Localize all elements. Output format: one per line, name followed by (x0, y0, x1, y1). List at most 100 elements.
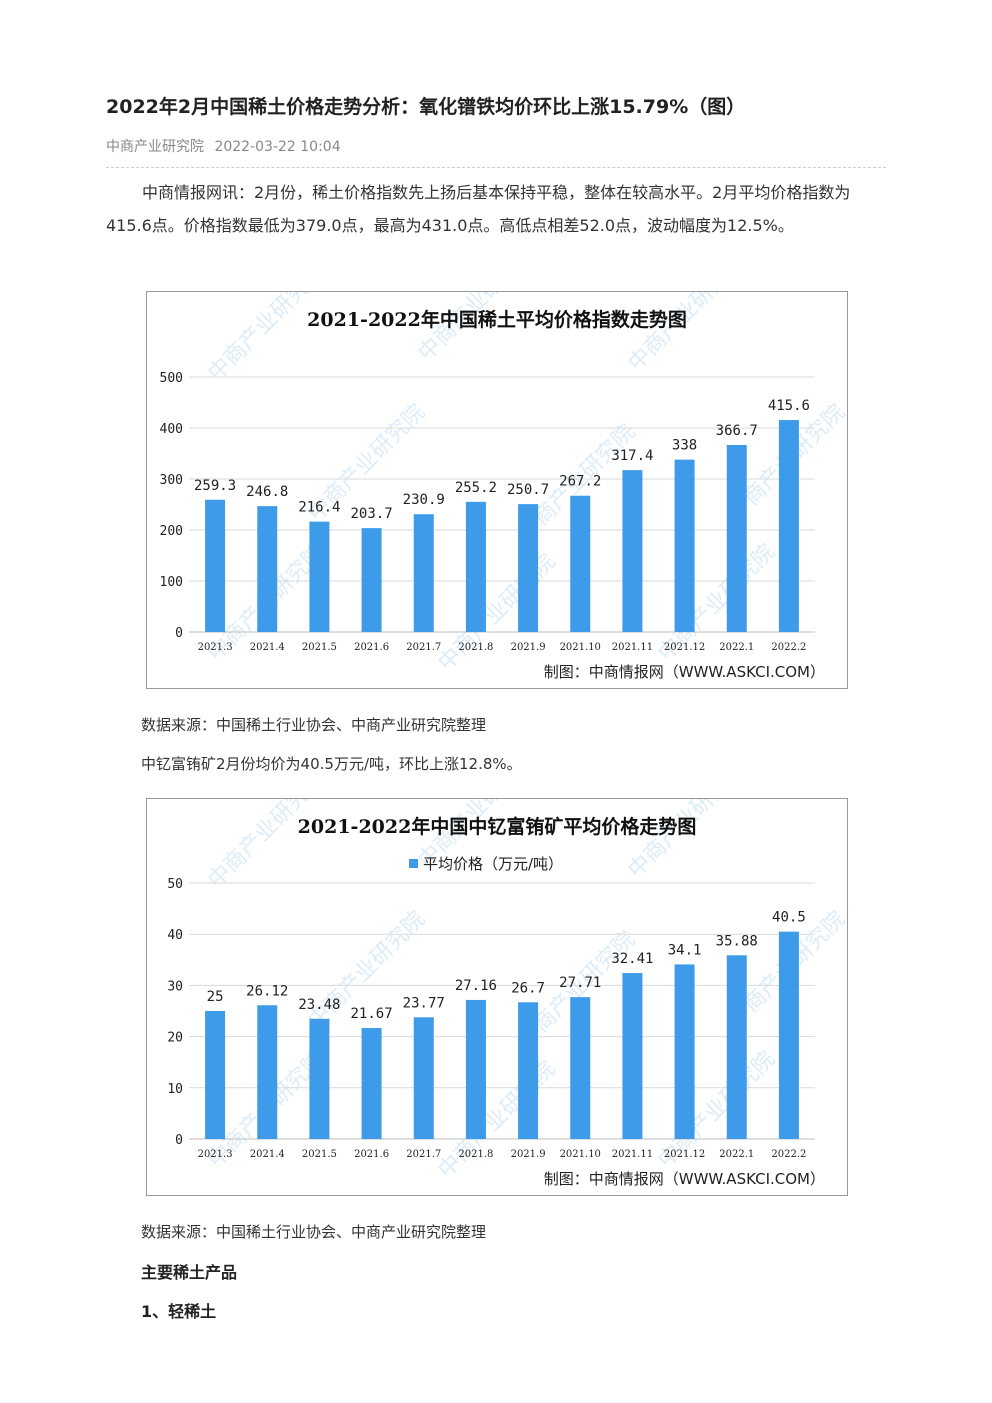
bar (205, 1011, 226, 1139)
watermark-text: 中商产业研究院 (434, 1057, 561, 1184)
paragraph-yttrium: 中钇富铕矿2月份均价为40.5万元/吨，环比上涨12.8%。 (141, 755, 522, 773)
y-tick-label: 40 (167, 928, 183, 943)
data-label: 250.7 (507, 482, 549, 498)
x-tick-label: 2021.4 (250, 642, 285, 653)
x-tick-label: 2021.6 (354, 642, 389, 653)
bar (674, 459, 695, 632)
bar (518, 504, 539, 632)
x-tick-label: 2022.2 (771, 642, 806, 653)
y-tick-label: 0 (175, 1133, 183, 1148)
chart-title: 2021-2022年中国中钇富铕矿平均价格走势图 (298, 815, 697, 838)
data-label: 23.48 (298, 997, 340, 1013)
bar (361, 528, 382, 632)
bar (518, 1002, 539, 1139)
article-title: 2022年2月中国稀土价格走势分析：氧化镨铁均价环比上涨15.79%（图） (106, 96, 746, 118)
x-tick-label: 2021.4 (250, 1149, 285, 1160)
bar (726, 955, 747, 1139)
x-tick-label: 2021.12 (664, 1149, 705, 1160)
y-tick-label: 50 (167, 877, 183, 892)
article-datetime: 2022-03-22 10:04 (214, 139, 341, 155)
x-tick-label: 2021.3 (198, 642, 233, 653)
y-tick-label: 400 (160, 422, 183, 437)
x-tick-label: 2021.8 (458, 1149, 493, 1160)
x-tick-label: 2021.5 (302, 642, 337, 653)
bar (726, 444, 747, 632)
x-tick-label: 2021.10 (560, 1149, 601, 1160)
bar (465, 999, 486, 1139)
chart-title: 2021-2022年中国稀土平均价格指数走势图 (307, 308, 687, 331)
x-tick-label: 2021.9 (511, 642, 546, 653)
data-label: 246.8 (246, 484, 288, 500)
bar (570, 997, 591, 1139)
chart-credit: 制图：中商情报网（WWW.ASKCI.COM） (544, 663, 825, 681)
bar (465, 501, 486, 632)
bar (570, 495, 591, 632)
y-tick-label: 200 (160, 524, 183, 539)
y-tick-label: 100 (160, 575, 183, 590)
bar (413, 514, 434, 632)
data-label: 21.67 (351, 1006, 393, 1022)
chart-yttrium-ore: 中商产业研究院 中商产业研究院 中商产业研究院 中商产业研究院 中商产业研究院 中商产业研… (146, 798, 848, 1196)
x-tick-label: 2021.6 (354, 1149, 389, 1160)
x-tick-label: 2021.7 (406, 642, 441, 653)
x-tick-label: 2021.8 (458, 642, 493, 653)
watermark-text: 中商产业研究院 (204, 292, 331, 386)
bar (622, 470, 643, 632)
data-label: 267.2 (559, 474, 601, 490)
watermark-text: 中商产业研究院 (624, 799, 751, 883)
data-label: 25 (207, 989, 224, 1005)
x-tick-label: 2022.1 (719, 642, 754, 653)
data-label: 35.88 (716, 933, 758, 949)
bar (309, 521, 330, 632)
data-label: 203.7 (351, 506, 393, 522)
bar (413, 1017, 434, 1139)
data-label: 216.4 (298, 500, 340, 516)
legend-swatch (409, 859, 418, 868)
x-tick-label: 2022.1 (719, 1149, 754, 1160)
x-tick-label: 2021.9 (511, 1149, 546, 1160)
bar (622, 973, 643, 1139)
x-tick-label: 2021.11 (612, 1149, 653, 1160)
x-tick-label: 2021.10 (560, 642, 601, 653)
intro-paragraph: 中商情报网讯：2月份，稀土价格指数先上扬后基本保持平稳，整体在较高水平。2月平均… (106, 183, 851, 235)
section-heading: 主要稀土产品 (141, 1263, 238, 1282)
data-label: 27.16 (455, 978, 497, 994)
article-meta: 中商产业研究院 2022-03-22 10:04 (106, 136, 341, 156)
bar (309, 1018, 330, 1139)
data-label: 366.7 (716, 423, 758, 439)
y-tick-label: 10 (167, 1082, 183, 1097)
data-label: 27.71 (559, 975, 601, 991)
bar (674, 964, 695, 1139)
watermark-text: 中商产业研究院 (624, 292, 751, 376)
data-label: 23.77 (403, 995, 445, 1011)
bar (257, 1005, 278, 1139)
divider (106, 167, 886, 168)
bar (361, 1028, 382, 1139)
chart-credit: 制图：中商情报网（WWW.ASKCI.COM） (544, 1170, 825, 1188)
article-source: 中商产业研究院 (106, 139, 204, 155)
y-tick-label: 20 (167, 1031, 183, 1046)
data-label: 415.6 (768, 398, 810, 414)
bar (205, 499, 226, 632)
legend-label: 平均价格（万元/吨） (423, 855, 563, 873)
data-label: 230.9 (403, 492, 445, 508)
y-tick-label: 0 (175, 626, 183, 641)
x-tick-label: 2021.3 (198, 1149, 233, 1160)
data-label: 40.5 (772, 910, 806, 926)
x-tick-label: 2022.2 (771, 1149, 806, 1160)
data-label: 255.2 (455, 480, 497, 496)
bar (778, 420, 799, 632)
data-label: 26.12 (246, 983, 288, 999)
watermark-text: 中商产业研究院 (204, 799, 331, 893)
chart-legend: 平均价格（万元/吨） (409, 855, 563, 873)
x-tick-label: 2021.11 (612, 642, 653, 653)
data-label: 32.41 (611, 951, 653, 967)
subsection-heading: 1、轻稀土 (141, 1302, 217, 1321)
x-tick-label: 2021.12 (664, 642, 705, 653)
data-label: 317.4 (611, 448, 653, 464)
y-tick-label: 500 (160, 371, 183, 386)
watermark-text: 中商产业研究院 (434, 550, 561, 677)
x-tick-label: 2021.5 (302, 1149, 337, 1160)
